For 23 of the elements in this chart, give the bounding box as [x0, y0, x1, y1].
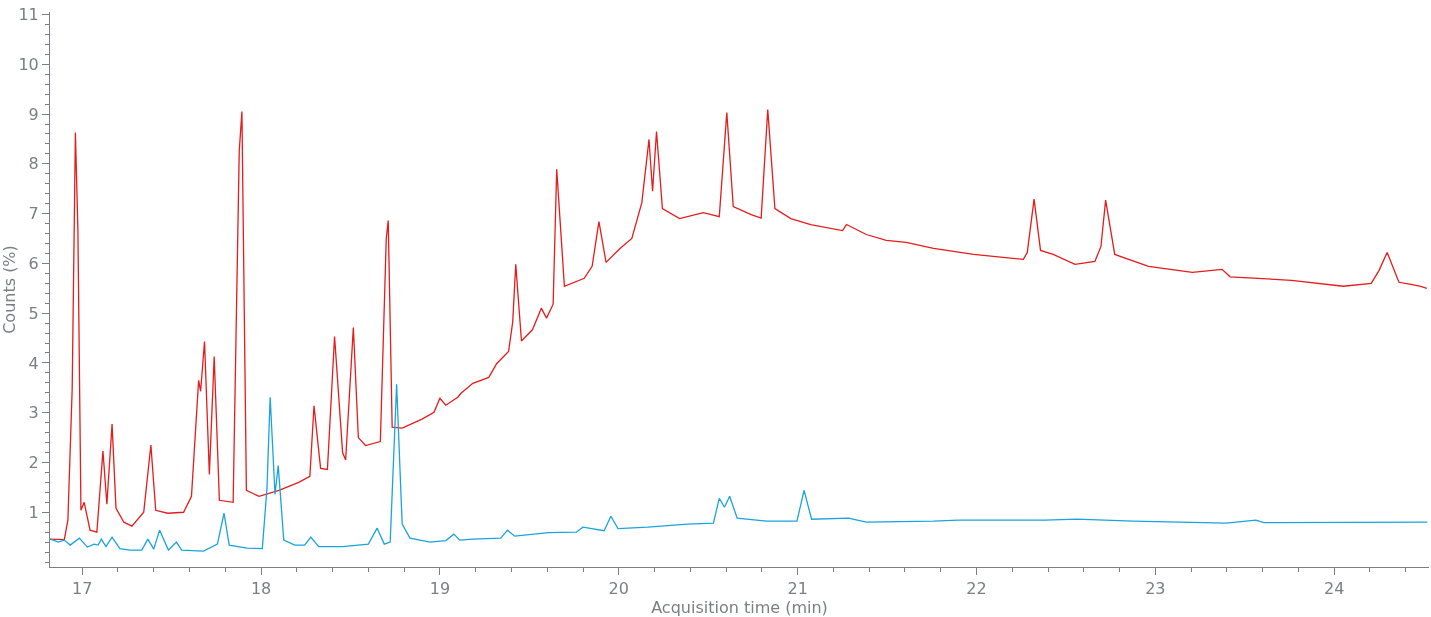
x-tick-label: 21: [787, 579, 808, 599]
y-tick-label: 6: [28, 253, 39, 273]
y-axis-title: Counts (%): [0, 245, 19, 334]
x-tick-label: 20: [608, 579, 629, 599]
x-tick-label: 18: [250, 579, 272, 599]
line-series: [50, 383, 1428, 552]
y-tick-label: 2: [28, 453, 39, 473]
y-tick-label: 3: [28, 403, 39, 423]
x-tick-label: 22: [966, 579, 987, 599]
y-tick-label: 7: [28, 204, 39, 224]
x-axis-title: Acquisition time (min): [651, 598, 828, 617]
x-tick-label: 17: [72, 579, 93, 599]
line-series: [50, 108, 1428, 541]
x-tick-label: 24: [1324, 579, 1345, 599]
x-tick-label: 23: [1145, 579, 1166, 599]
y-tick-label: 5: [28, 303, 39, 323]
y-tick-label: 8: [28, 154, 39, 174]
y-tick-label: 9: [28, 104, 39, 124]
y-tick-label: 10: [18, 54, 39, 74]
y-tick-label: 11: [18, 5, 39, 25]
x-tick-label: 19: [429, 579, 451, 599]
y-tick-label: 1: [28, 502, 39, 522]
y-tick-label: 4: [28, 353, 39, 373]
